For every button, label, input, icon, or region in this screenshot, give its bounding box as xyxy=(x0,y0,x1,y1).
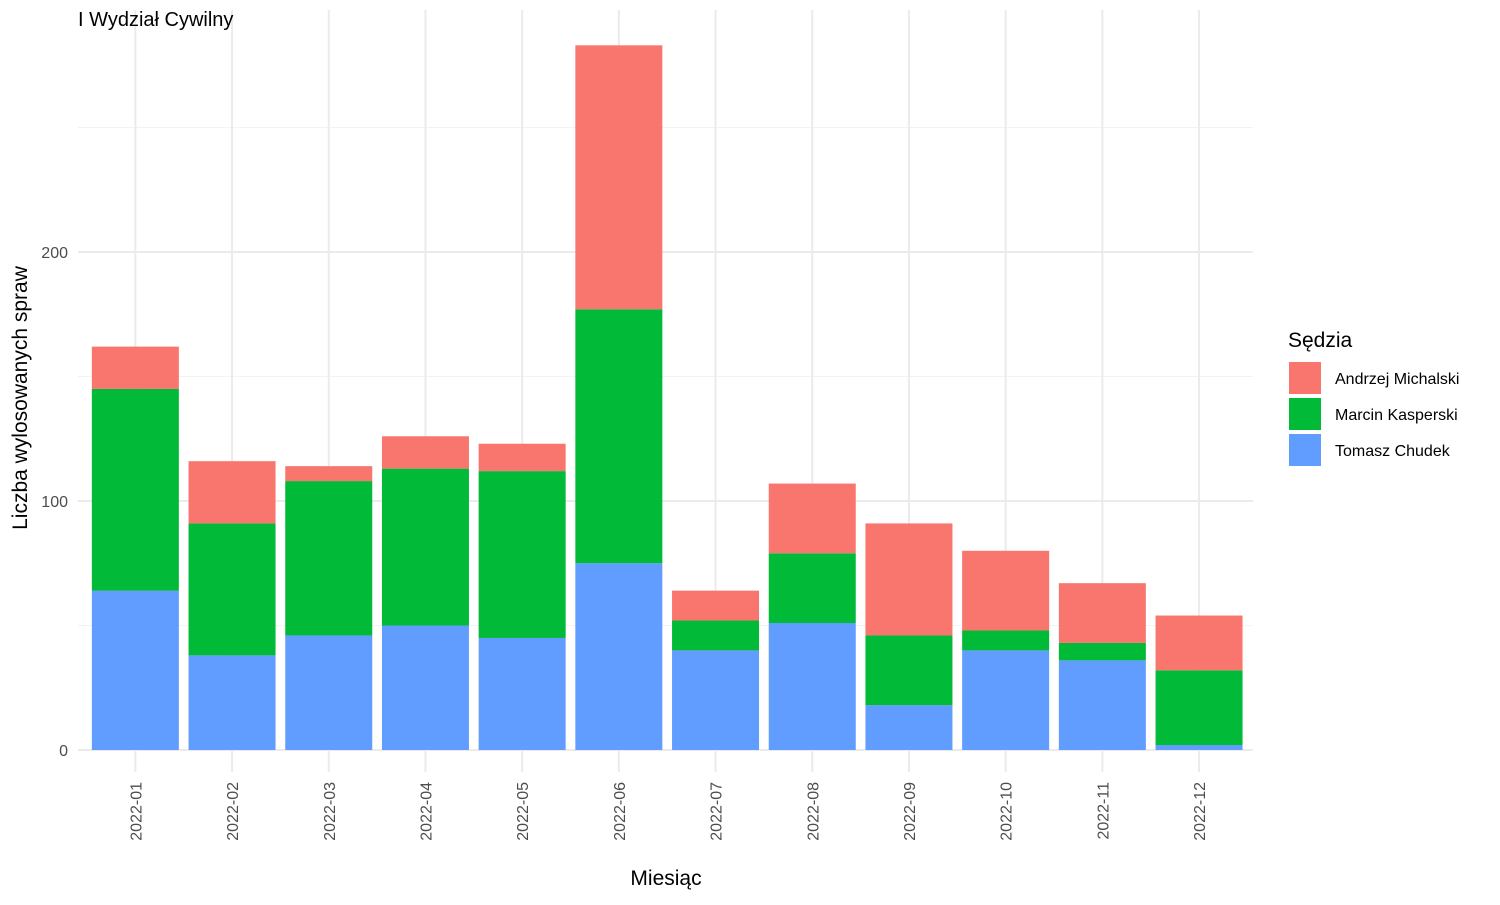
bar-segment-tomasz-chudek-2022-03 xyxy=(285,635,373,750)
x-tick-label: 2022-12 xyxy=(1192,782,1209,841)
legend-swatch xyxy=(1289,362,1321,394)
legend-swatch xyxy=(1289,398,1321,430)
legend-label: Andrzej Michalski xyxy=(1335,371,1459,388)
x-tick-label: 2022-10 xyxy=(999,782,1016,841)
x-axis-title: Miesiąc xyxy=(630,867,701,890)
y-axis-title: Liczba wylosowanych spraw xyxy=(9,265,32,530)
bar-segment-marcin-kasperski-2022-08 xyxy=(768,553,856,624)
chart-title: I Wydział Cywilny xyxy=(78,9,233,31)
bar-segment-andrzej-michalski-2022-12 xyxy=(1155,615,1243,671)
bar-segment-andrzej-michalski-2022-03 xyxy=(285,466,373,482)
bar-segment-tomasz-chudek-2022-05 xyxy=(478,637,566,750)
bar-segment-andrzej-michalski-2022-06 xyxy=(575,45,663,310)
bar-segment-marcin-kasperski-2022-01 xyxy=(91,388,179,591)
bar-segment-marcin-kasperski-2022-03 xyxy=(285,481,373,636)
bar-segment-tomasz-chudek-2022-07 xyxy=(672,650,760,750)
bar-segment-andrzej-michalski-2022-10 xyxy=(962,550,1050,631)
bar-segment-andrzej-michalski-2022-04 xyxy=(381,436,469,469)
legend-items: Andrzej Michalski Marcin Kasperski Tomasz … xyxy=(1289,362,1459,466)
bar-segment-andrzej-michalski-2022-02 xyxy=(188,461,276,524)
x-tick-label: 2022-01 xyxy=(128,782,145,841)
x-tick-label: 2022-05 xyxy=(515,782,532,841)
x-tick-label: 2022-04 xyxy=(418,782,435,841)
bar-segment-marcin-kasperski-2022-11 xyxy=(1058,642,1146,661)
bars-layer xyxy=(91,45,1243,750)
y-tick-label: 0 xyxy=(59,743,68,760)
legend-label: Tomasz Chudek xyxy=(1335,443,1451,460)
x-tick-label: 2022-02 xyxy=(225,782,242,841)
bar-segment-marcin-kasperski-2022-04 xyxy=(381,468,469,626)
legend-title: Sędzia xyxy=(1288,329,1353,352)
bar-segment-tomasz-chudek-2022-04 xyxy=(381,625,469,750)
bar-segment-andrzej-michalski-2022-07 xyxy=(672,590,760,621)
bar-segment-tomasz-chudek-2022-01 xyxy=(91,590,179,750)
bar-segment-marcin-kasperski-2022-10 xyxy=(962,630,1050,651)
bar-segment-marcin-kasperski-2022-12 xyxy=(1155,670,1243,746)
bar-segment-tomasz-chudek-2022-08 xyxy=(768,623,856,750)
bar-segment-andrzej-michalski-2022-11 xyxy=(1058,583,1146,643)
legend: Sędzia Andrzej Michalski Marcin Kasperski… xyxy=(1288,329,1459,466)
x-tick-label: 2022-06 xyxy=(612,782,629,841)
x-tick-label: 2022-03 xyxy=(322,782,339,841)
bar-segment-tomasz-chudek-2022-10 xyxy=(962,650,1050,750)
x-tick-label: 2022-07 xyxy=(709,782,726,841)
bar-segment-tomasz-chudek-2022-11 xyxy=(1058,660,1146,750)
y-tick-label: 200 xyxy=(41,245,68,262)
bar-segment-andrzej-michalski-2022-05 xyxy=(478,443,566,472)
legend-label: Marcin Kasperski xyxy=(1335,407,1458,424)
bar-segment-marcin-kasperski-2022-06 xyxy=(575,309,663,564)
x-tick-label: 2022-09 xyxy=(902,782,919,841)
bar-segment-tomasz-chudek-2022-06 xyxy=(575,563,663,750)
legend-swatch xyxy=(1289,434,1321,466)
bar-segment-andrzej-michalski-2022-09 xyxy=(865,523,953,636)
x-tick-label: 2022-08 xyxy=(805,782,822,841)
bar-segment-marcin-kasperski-2022-02 xyxy=(188,523,276,656)
axis-layer: 0 100 200 2022-01 2022-02 2022-03 2022-04 2022-… xyxy=(41,245,1209,841)
x-tick-label: 2022-11 xyxy=(1095,782,1112,840)
bar-segment-marcin-kasperski-2022-09 xyxy=(865,635,953,706)
bar-segment-marcin-kasperski-2022-05 xyxy=(478,471,566,638)
bar-segment-tomasz-chudek-2022-02 xyxy=(188,655,276,750)
bar-segment-tomasz-chudek-2022-12 xyxy=(1155,745,1243,750)
y-tick-label: 100 xyxy=(41,494,68,511)
bar-segment-andrzej-michalski-2022-01 xyxy=(91,346,179,389)
bar-segment-tomasz-chudek-2022-09 xyxy=(865,705,953,750)
bar-segment-andrzej-michalski-2022-08 xyxy=(768,483,856,554)
bar-segment-marcin-kasperski-2022-07 xyxy=(672,620,760,651)
